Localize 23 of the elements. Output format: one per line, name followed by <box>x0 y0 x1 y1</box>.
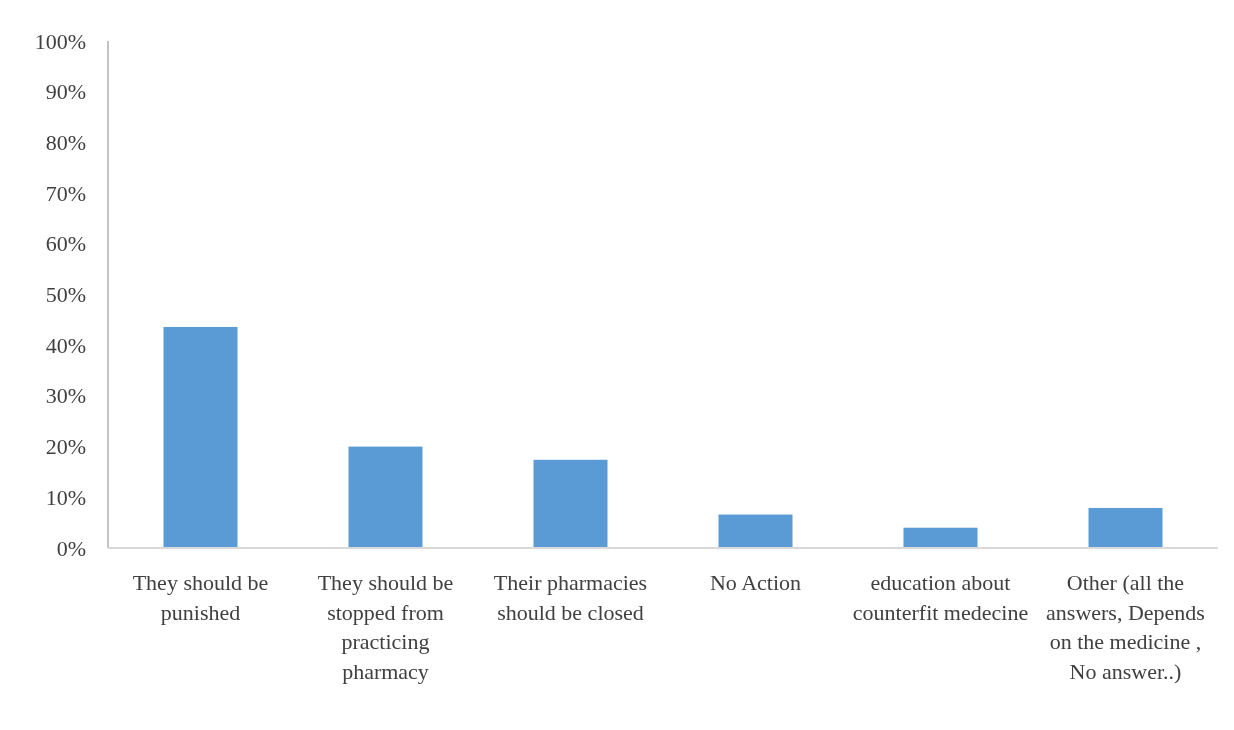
y-tick-label: 80% <box>45 129 86 155</box>
x-tick-label: Other (all the answers, Depends on the medicine , No answer..) <box>1046 570 1205 685</box>
bar <box>718 514 793 548</box>
y-tick-label: 40% <box>45 332 86 358</box>
y-tick-label: 60% <box>45 231 86 257</box>
bar <box>533 459 608 548</box>
x-tick-label: No Action <box>709 570 802 595</box>
y-tick-label: 70% <box>45 180 86 206</box>
y-tick-label: 20% <box>45 434 86 460</box>
y-tick-label: 50% <box>45 282 86 308</box>
x-tick-label: They should be stopped from practicing pharmacy <box>317 570 454 685</box>
y-tick-label: 10% <box>45 484 86 510</box>
bar <box>903 527 978 548</box>
bar <box>1088 507 1163 548</box>
x-tick-label: Their pharmacies should be closed <box>493 570 648 625</box>
bar <box>163 326 238 548</box>
y-tick-label: 90% <box>45 79 86 105</box>
y-tick-label: 0% <box>56 535 86 561</box>
x-tick-label: They should be punished <box>132 570 269 625</box>
y-tick-label: 30% <box>45 383 86 409</box>
x-tick-label: education about counterfit medecine <box>852 570 1029 625</box>
y-tick-label: 100% <box>34 28 86 54</box>
bar <box>348 446 423 548</box>
